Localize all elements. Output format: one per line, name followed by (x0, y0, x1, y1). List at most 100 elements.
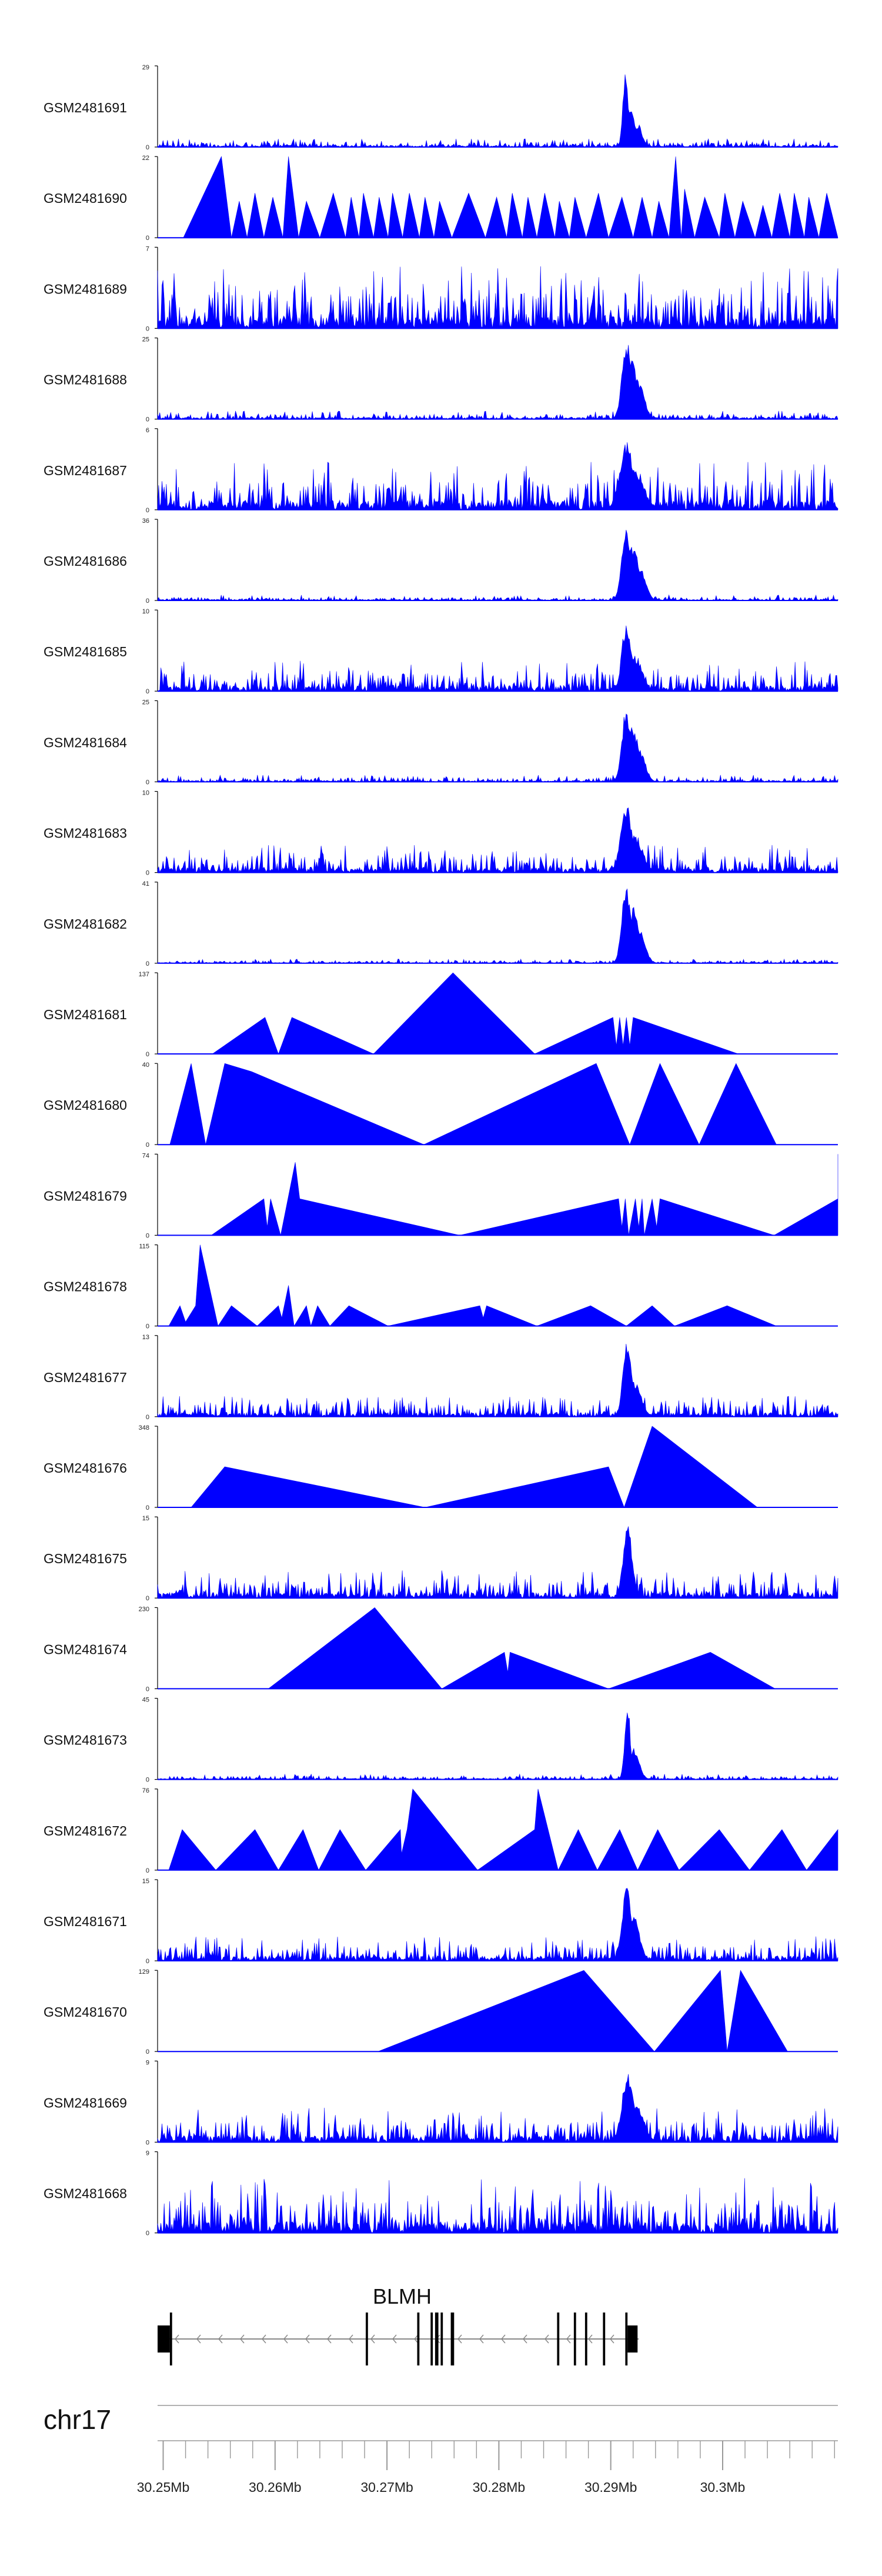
y-min-label: 0 (146, 960, 149, 967)
y-max-label: 25 (142, 336, 149, 343)
track-GSM2481682: GSM2481682 41 0 (44, 880, 838, 967)
exon-cds (417, 2313, 420, 2365)
track-GSM2481676: GSM2481676 348 0 (44, 1424, 838, 1511)
track-label: GSM2481689 (44, 281, 127, 296)
signal-area (168, 1244, 777, 1327)
x-tick-label: 30.27Mb (360, 2480, 413, 2495)
y-max-label: 40 (142, 1062, 149, 1069)
track-label: GSM2481673 (44, 1733, 127, 1748)
signal-area (157, 1888, 838, 1962)
track-label: GSM2481684 (44, 735, 127, 750)
track-GSM2481675: GSM2481675 15 0 (44, 1515, 838, 1602)
track-GSM2481671: GSM2481671 15 0 (44, 1878, 838, 1965)
strand-arrow-icon (392, 2334, 397, 2344)
y-min-label: 0 (146, 779, 149, 786)
signal-area (157, 1526, 838, 1599)
strand-arrow-icon (544, 2334, 549, 2344)
y-min-label: 0 (146, 598, 149, 605)
track-GSM2481690: GSM2481690 22 0 (44, 155, 838, 242)
signal-area (157, 713, 838, 782)
track-GSM2481689: GSM2481689 7 0 (44, 245, 838, 332)
strand-arrow-icon (610, 2334, 614, 2344)
strand-arrow-icon (501, 2334, 506, 2344)
track-label: GSM2481686 (44, 553, 127, 569)
track-GSM2481673: GSM2481673 45 0 (44, 1697, 838, 1784)
track-label: GSM2481683 (44, 826, 127, 841)
track-GSM2481674: GSM2481674 230 0 (44, 1606, 838, 1693)
strand-arrow-icon (262, 2334, 266, 2344)
signal-area (183, 156, 838, 239)
y-max-label: 9 (146, 2059, 149, 2066)
signal-tracks: GSM2481691290GSM2481690220GSM248168970GS… (44, 64, 838, 2237)
strand-arrow-icon (414, 2334, 419, 2344)
signal-area (157, 345, 838, 420)
strand-arrow-icon (349, 2334, 353, 2344)
exon-cds (557, 2313, 560, 2365)
signal-area (157, 2074, 838, 2143)
y-max-label: 9 (146, 2150, 149, 2157)
exon-cds (435, 2313, 439, 2365)
x-tick-label: 30.29Mb (584, 2480, 637, 2495)
exon-cds (625, 2313, 628, 2365)
y-max-label: 29 (142, 64, 149, 71)
y-max-label: 25 (142, 699, 149, 706)
track-GSM2481677: GSM2481677 13 0 (44, 1334, 838, 1421)
y-min-label: 0 (146, 144, 149, 151)
y-min-label: 0 (146, 1686, 149, 1693)
track-label: GSM2481677 (44, 1370, 127, 1385)
strand-arrow-icon (240, 2334, 245, 2344)
track-label: GSM2481672 (44, 1823, 127, 1838)
track-label: GSM2481691 (44, 100, 127, 115)
y-max-label: 45 (142, 1697, 149, 1704)
y-min-label: 0 (146, 1777, 149, 1784)
track-label: GSM2481668 (44, 2186, 127, 2201)
y-max-label: 10 (142, 608, 149, 615)
y-min-label: 0 (146, 1867, 149, 1874)
signal-area (168, 1788, 838, 1871)
y-max-label: 36 (142, 518, 149, 525)
y-min-label: 0 (146, 1958, 149, 1965)
exon-cds (366, 2313, 368, 2365)
y-min-label: 0 (146, 2230, 149, 2237)
y-min-label: 0 (146, 2048, 149, 2056)
signal-area (212, 972, 739, 1055)
y-min-label: 0 (146, 1323, 149, 1330)
strand-arrow-icon (283, 2334, 288, 2344)
track-label: GSM2481675 (44, 1551, 127, 1566)
track-label: GSM2481674 (44, 1641, 127, 1657)
track-GSM2481685: GSM2481685 10 0 (44, 608, 838, 695)
track-GSM2481684: GSM2481684 25 0 (44, 699, 838, 786)
y-min-label: 0 (146, 1414, 149, 1421)
gene-annotation-track: BLMH (158, 2284, 639, 2365)
track-label: GSM2481680 (44, 1097, 127, 1113)
signal-area (377, 1970, 788, 2052)
track-label: GSM2481690 (44, 191, 127, 206)
y-min-label: 0 (146, 688, 149, 695)
exon-cds (430, 2313, 433, 2365)
y-min-label: 0 (146, 870, 149, 877)
y-min-label: 0 (146, 1051, 149, 1058)
y-min-label: 0 (146, 235, 149, 242)
y-min-label: 0 (146, 416, 149, 423)
track-GSM2481680: GSM2481680 40 0 (44, 1062, 838, 1149)
strand-arrow-icon (479, 2334, 484, 2344)
exon-cds (603, 2313, 606, 2365)
y-max-label: 13 (142, 1334, 149, 1341)
y-min-label: 0 (146, 1595, 149, 1602)
exon-utr (627, 2325, 638, 2353)
exon-cds (573, 2313, 576, 2365)
y-max-label: 7 (146, 245, 149, 252)
track-label: GSM2481681 (44, 1007, 127, 1022)
track-label: GSM2481682 (44, 916, 127, 932)
signal-area (211, 1154, 838, 1236)
signal-area (157, 74, 838, 148)
y-max-label: 76 (142, 1787, 149, 1794)
signal-area (157, 1713, 838, 1780)
y-max-label: 15 (142, 1515, 149, 1522)
exon-utr (158, 2325, 170, 2353)
track-GSM2481672: GSM2481672 76 0 (44, 1787, 838, 1874)
exon-cds (584, 2313, 587, 2365)
y-max-label: 22 (142, 155, 149, 162)
track-label: GSM2481671 (44, 1914, 127, 1929)
